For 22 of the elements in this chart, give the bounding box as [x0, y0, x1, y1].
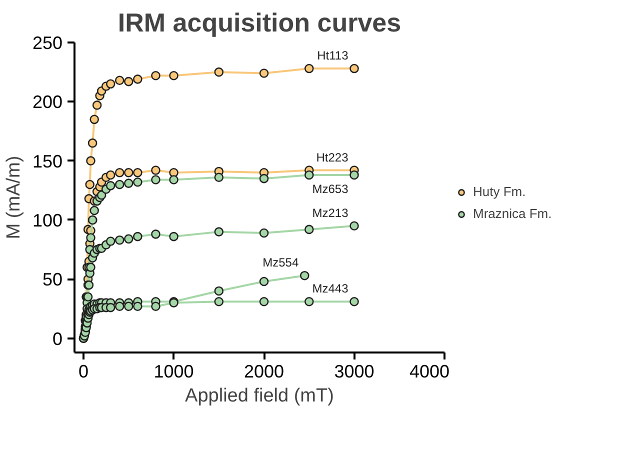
x-tick-label: 4000 [409, 362, 450, 382]
y-tick-label: 150 [32, 151, 63, 172]
x-tick-label: 1000 [154, 362, 194, 382]
x-tick-label: 3000 [334, 362, 374, 382]
y-tick-label: 100 [32, 210, 63, 230]
annotation: Mz213 [312, 206, 349, 220]
x-tick-label: 2000 [244, 362, 284, 382]
annotation: Mz443 [312, 282, 349, 296]
annotation: Ht223 [316, 150, 349, 164]
x-tick-label: 0 [78, 362, 89, 382]
y-tick-label: 50 [42, 270, 63, 290]
annotation: Mz653 [312, 182, 349, 196]
annotation: Ht113 [317, 48, 349, 63]
y-tick-label: 250 [32, 33, 63, 53]
y-tick-label: 0 [52, 328, 63, 349]
legend-label: Huty Fm. [473, 184, 526, 199]
x-axis-title: Applied field (mT) [185, 386, 334, 406]
y-axis-title: M (mA/m) [3, 156, 24, 240]
y-tick-label: 200 [32, 92, 63, 112]
legend-label: Mraznica Fm. [473, 206, 552, 221]
annotation: Mz554 [262, 256, 299, 270]
chart-title: IRM acquisition curves [118, 8, 402, 38]
